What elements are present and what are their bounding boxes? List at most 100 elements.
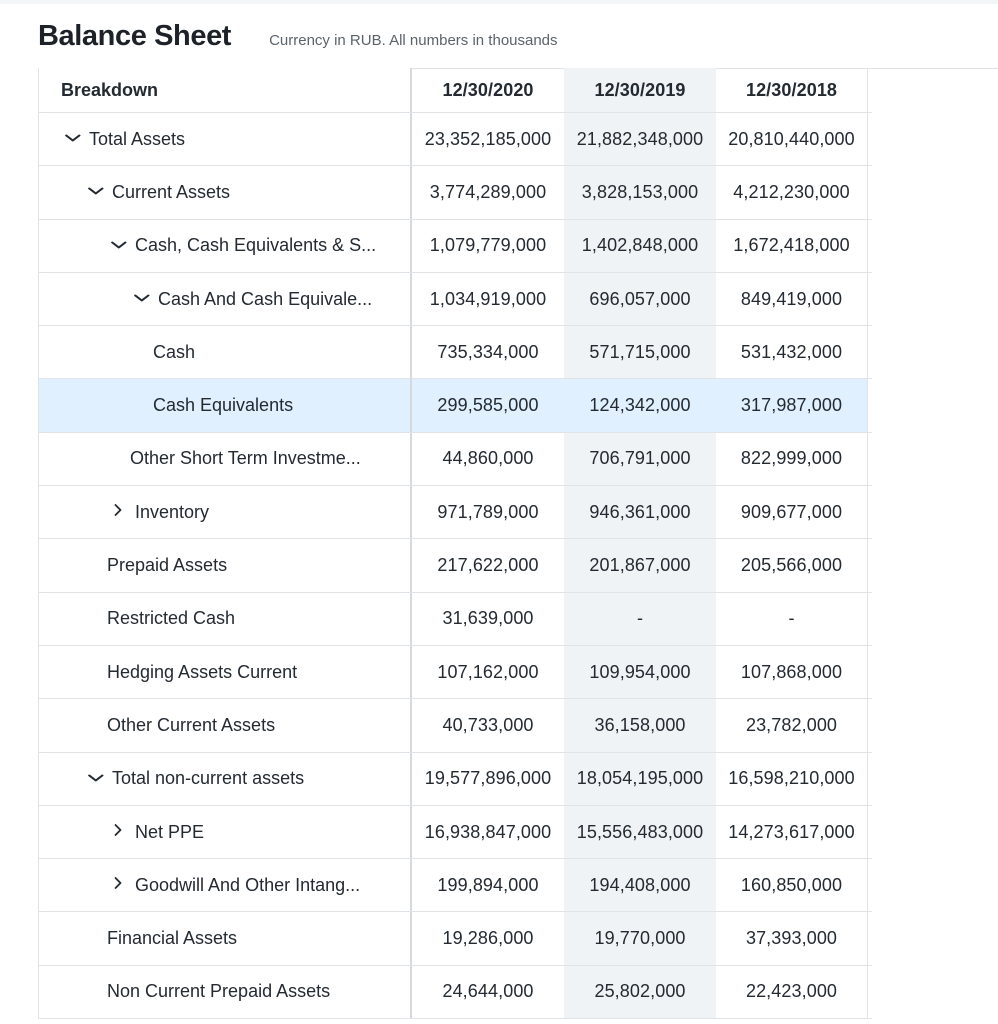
value-cell: 107,868,000 [716,645,868,699]
row-label-text: Prepaid Assets [107,555,228,576]
value-cell: 40,733,000 [442,714,534,735]
value-cell: 107,162,000 [437,661,539,682]
value-cell: 4,212,230,000 [716,166,868,219]
row-label-text: Net PPE [135,821,205,842]
row-label-text: Total Assets [89,128,186,149]
value-cell: - [716,592,868,645]
row-label: Other Current Assets [38,699,412,752]
row-label-text: Cash [153,341,196,362]
column-header-date: 12/30/2019 [564,68,716,112]
row-label-text: Cash Equivalents [153,395,294,416]
row-label[interactable]: Cash, Cash Equivalents & S... [38,219,412,272]
row-label[interactable]: Current Assets [38,166,412,219]
table-row[interactable]: Total Assets 23,352,185,000 21,882,348,000… [38,113,872,167]
value-cell: 160,850,000 [716,859,868,912]
chevron-down-icon[interactable] [64,130,93,148]
value-cell: 849,419,000 [716,272,868,326]
value-cell: 23,352,185,000 [424,128,552,149]
row-label-text: Cash And Cash Equivale... [158,288,373,309]
chevron-right-icon[interactable] [113,823,135,842]
row-label: Non Current Prepaid Assets [38,965,412,1019]
table-row: Other Current Assets 40,733,000 36,158,000… [38,699,872,753]
value-cell: 194,408,000 [564,859,716,912]
row-label[interactable]: Total non-current assets [38,752,412,805]
value-cell: 706,791,000 [564,432,716,486]
row-label: Other Short Term Investme... [38,432,412,486]
value-cell: 696,057,000 [564,272,716,326]
value-cell: 3,828,153,000 [564,166,716,219]
column-header-date: 12/30/2020 [442,79,534,100]
table-row: Hedging Assets Current 107,162,000 109,954… [38,645,872,700]
table-header-row: Breakdown 12/30/2020 12/30/2019 12/30/20… [38,68,872,113]
row-label: Cash [38,326,412,379]
value-cell: 822,999,000 [716,432,868,486]
chevron-down-icon[interactable] [87,770,116,788]
row-label: Hedging Assets Current [38,645,412,699]
currency-note: Currency in RUB. All numbers in thousand… [269,31,558,49]
value-cell: 16,938,847,000 [424,821,552,842]
value-cell: - [564,592,716,645]
value-cell: 299,585,000 [412,379,564,432]
table-row[interactable]: Goodwill And Other Intang... 199,894,000 1… [38,859,872,913]
table-row: Financial Assets 19,286,000 19,770,000 37,3… [38,912,872,966]
table-row[interactable]: Total non-current assets 19,577,896,000 18… [38,752,872,806]
value-cell: 44,860,000 [442,448,534,469]
row-label: Restricted Cash [38,592,412,645]
value-cell: 1,079,779,000 [429,235,547,256]
row-label-text: Goodwill And Other Intang... [135,874,361,895]
value-cell: 199,894,000 [437,874,539,895]
table-row[interactable]: Current Assets 3,774,289,000 3,828,153,000… [38,166,872,220]
row-label-text: Financial Assets [107,928,238,949]
value-cell: 1,034,919,000 [429,288,547,309]
row-label-text: Cash, Cash Equivalents & S... [135,235,377,256]
row-label-text: Restricted Cash [107,608,236,629]
row-label-text: Non Current Prepaid Assets [107,981,331,1002]
table-row[interactable]: Inventory 971,789,000 946,361,000 909,677,0… [38,486,872,540]
row-label: Prepaid Assets [38,539,412,592]
page-title: Balance Sheet [38,19,232,52]
breakdown-header: Breakdown [38,68,412,112]
value-cell: 19,770,000 [564,912,716,965]
row-label-text: Other Short Term Investme... [130,448,361,469]
row-label-text: Other Current Assets [107,714,276,735]
value-cell: 201,867,000 [564,539,716,592]
table-row: Non Current Prepaid Assets 24,644,000 25,8… [38,965,872,1020]
chevron-down-icon[interactable] [87,183,116,201]
value-cell: 3,774,289,000 [429,181,547,202]
value-cell: 1,402,848,000 [564,219,716,272]
table-row[interactable]: Cash And Cash Equivale... 1,034,919,000 69… [38,272,872,327]
value-cell: 109,954,000 [564,645,716,699]
value-cell: 16,598,210,000 [716,752,868,805]
chevron-right-icon[interactable] [113,503,135,522]
value-cell: 22,423,000 [716,965,868,1019]
row-label[interactable]: Total Assets [38,113,412,166]
value-cell: 971,789,000 [437,501,539,522]
header-divider [38,68,998,69]
value-cell: 909,677,000 [716,486,868,539]
chevron-down-icon[interactable] [133,290,162,308]
row-label-text: Current Assets [112,181,231,202]
value-cell: 205,566,000 [716,539,868,592]
table-row[interactable]: Net PPE 16,938,847,000 15,556,483,000 14,27… [38,805,872,860]
row-label-text: Hedging Assets Current [107,661,298,682]
value-cell: 19,577,896,000 [424,768,552,789]
value-cell: 37,393,000 [716,912,868,965]
row-label[interactable]: Goodwill And Other Intang... [38,859,412,912]
row-label[interactable]: Net PPE [38,805,412,859]
value-cell: 735,334,000 [437,341,539,362]
row-label: Financial Assets [38,912,412,965]
value-cell: 124,342,000 [564,379,716,432]
top-bar [0,0,998,4]
value-cell: 24,644,000 [442,981,534,1002]
value-cell: 15,556,483,000 [564,805,716,859]
chevron-down-icon[interactable] [110,237,139,255]
table-row: Prepaid Assets 217,622,000 201,867,000 205,… [38,539,872,593]
value-cell: 571,715,000 [564,326,716,379]
row-label[interactable]: Cash And Cash Equivale... [38,272,412,326]
value-cell: 946,361,000 [564,486,716,539]
row-label[interactable]: Inventory [38,486,412,539]
chevron-right-icon[interactable] [113,876,135,895]
value-cell: 31,639,000 [442,608,534,629]
table-row: Cash 735,334,000 571,715,000 531,432,000 [38,326,872,380]
table-row[interactable]: Cash, Cash Equivalents & S... 1,079,779,0… [38,219,872,273]
